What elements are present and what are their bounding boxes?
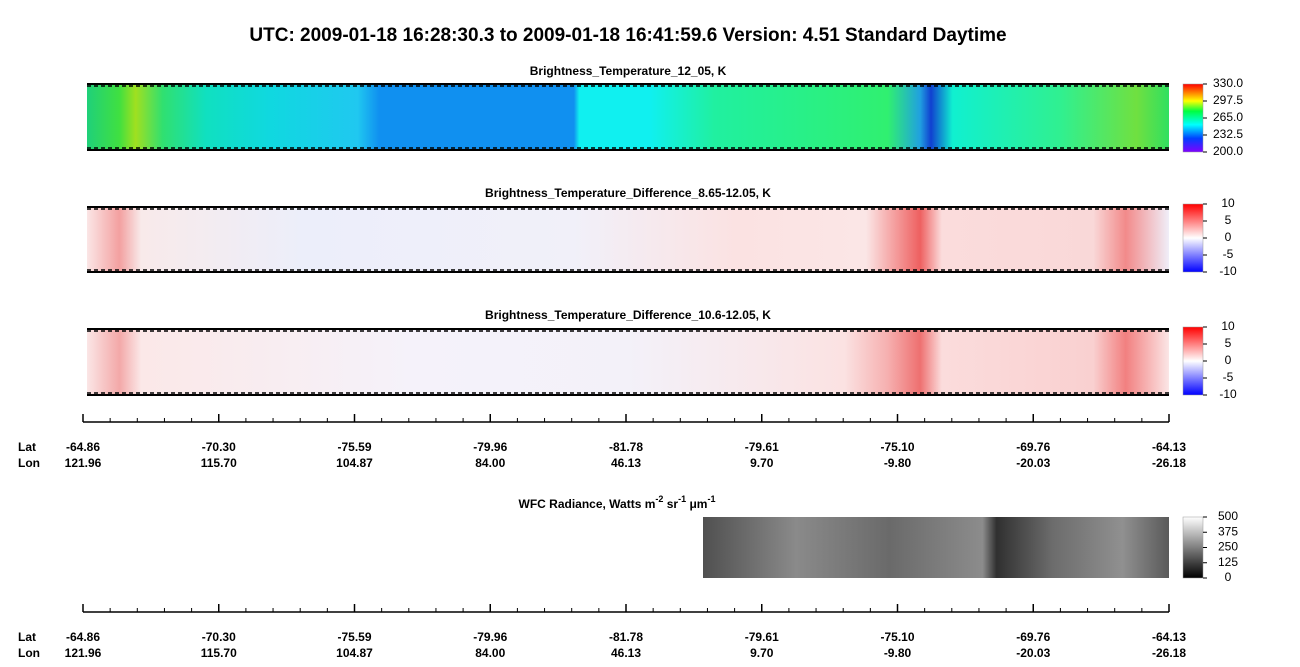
colorbar-tick-label: 10 (1221, 319, 1235, 333)
tick-label: 46.13 (611, 646, 641, 660)
tick-label: -81.78 (609, 440, 643, 454)
panel-title: Brightness_Temperature_12_05, K (530, 64, 727, 78)
tick-label: -70.30 (202, 630, 236, 644)
colorbar-tick-label: -10 (1219, 387, 1237, 401)
colorbar-tick-label: 330.0 (1213, 76, 1243, 90)
colorbar (1182, 516, 1204, 579)
tick-label: -81.78 (609, 630, 643, 644)
tick-label: 104.87 (336, 456, 373, 470)
colorbar-tick-label: 0 (1225, 353, 1232, 367)
image (703, 517, 1169, 578)
tick-label: 84.00 (475, 456, 505, 470)
page-title: UTC: 2009-01-18 16:28:30.3 to 2009-01-18… (249, 25, 1006, 46)
tick-label: 121.96 (65, 646, 102, 660)
colorbar-tick-label: 375 (1218, 524, 1238, 538)
tick-label: -79.61 (745, 440, 779, 454)
tick-label: 115.70 (201, 456, 237, 470)
colorbar-tick-label: -5 (1223, 370, 1234, 384)
tick-label: 115.70 (201, 646, 237, 660)
tick-label: 9.70 (750, 646, 774, 660)
title-part: WFC Radiance, Watts m (519, 497, 656, 511)
tick-label: -20.03 (1016, 646, 1050, 660)
row-label: Lat (18, 630, 36, 644)
tick-label: -26.18 (1152, 456, 1186, 470)
colorbar (1182, 326, 1204, 396)
row-label: Lon (18, 456, 40, 470)
image (87, 207, 1169, 272)
tick-label: 121.96 (65, 456, 102, 470)
colorbar-tick-label: 125 (1218, 555, 1238, 569)
title-part: μm (686, 497, 707, 511)
panel-title: WFC Radiance, Watts m-2 sr-1 μm-1 (519, 494, 716, 511)
colorbar-tick-label: 5 (1225, 336, 1232, 350)
colorbar-tick-label: -10 (1219, 264, 1237, 278)
tick-label: -79.96 (473, 440, 507, 454)
colorbar-tick-label: 5 (1225, 213, 1232, 227)
image (87, 84, 1169, 150)
panel-title: Brightness_Temperature_Difference_8.65-1… (485, 186, 771, 200)
tick-label: 104.87 (336, 646, 373, 660)
tick-label: 46.13 (611, 456, 641, 470)
tick-label: -75.59 (337, 440, 371, 454)
tick-label: -79.96 (473, 630, 507, 644)
colorbar (1182, 203, 1204, 273)
colorbar-tick-label: 10 (1221, 196, 1235, 210)
row-label: Lon (18, 646, 40, 660)
colorbar (1182, 83, 1204, 153)
tick-label: -75.59 (337, 630, 371, 644)
image (87, 329, 1169, 395)
colorbar-tick-label: 297.5 (1213, 93, 1243, 107)
title-part: -2 (655, 494, 663, 504)
tick-label: -64.13 (1152, 440, 1186, 454)
tick-label: -75.10 (880, 630, 914, 644)
tick-label: -75.10 (880, 440, 914, 454)
colorbar-tick-label: 0 (1225, 570, 1232, 584)
colorbar-tick-label: 250 (1218, 540, 1238, 554)
tick-label: -26.18 (1152, 646, 1186, 660)
tick-label: -69.76 (1016, 630, 1050, 644)
tick-label: 9.70 (750, 456, 774, 470)
panel-title: Brightness_Temperature_Difference_10.6-1… (485, 308, 771, 322)
tick-label: -79.61 (745, 630, 779, 644)
colorbar-tick-label: 265.0 (1213, 110, 1243, 124)
tick-label: -69.76 (1016, 440, 1050, 454)
tick-label: -9.80 (884, 646, 912, 660)
tick-label: -9.80 (884, 456, 912, 470)
row-label: Lat (18, 440, 36, 454)
tick-label: -64.86 (66, 440, 100, 454)
tick-label: -20.03 (1016, 456, 1050, 470)
colorbar-tick-label: -5 (1223, 247, 1234, 261)
title-part: -1 (707, 494, 715, 504)
title-part: sr (663, 497, 678, 511)
tick-label: -70.30 (202, 440, 236, 454)
colorbar-tick-label: 0 (1225, 230, 1232, 244)
colorbar-tick-label: 500 (1218, 509, 1238, 523)
colorbar-tick-label: 232.5 (1213, 127, 1243, 141)
title-part: -1 (678, 494, 686, 504)
tick-label: -64.13 (1152, 630, 1186, 644)
tick-label: -64.86 (66, 630, 100, 644)
tick-label: 84.00 (475, 646, 505, 660)
colorbar-tick-label: 200.0 (1213, 144, 1243, 158)
